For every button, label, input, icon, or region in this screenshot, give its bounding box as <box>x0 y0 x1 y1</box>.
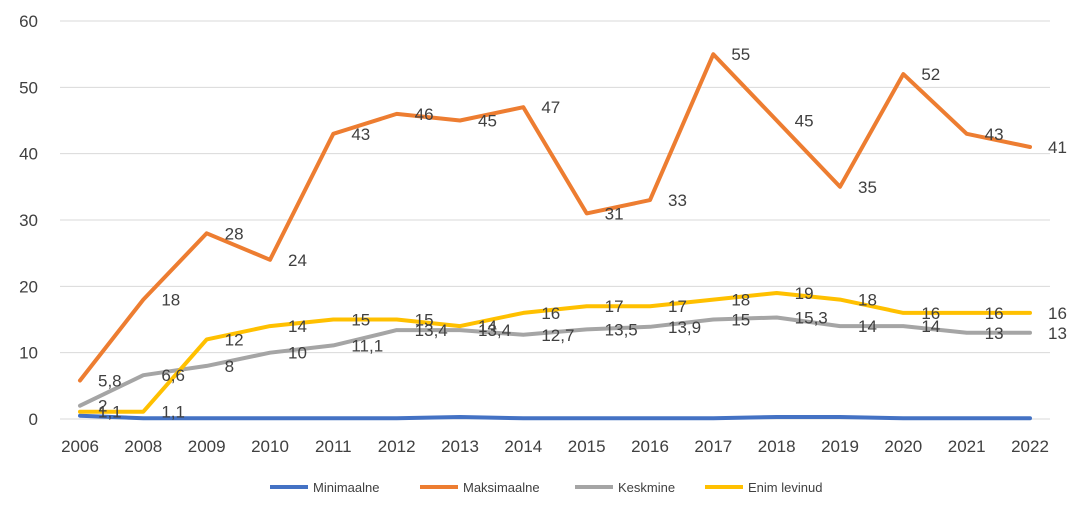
data-label: 15,3 <box>795 309 828 328</box>
data-label: 17 <box>668 297 687 316</box>
data-label: 16 <box>985 304 1004 323</box>
data-label: 14 <box>288 317 307 336</box>
data-label: 6,6 <box>161 366 185 385</box>
data-label: 13,4 <box>415 321 448 340</box>
x-tick-label: 2021 <box>948 437 986 456</box>
x-tick-label: 2012 <box>378 437 416 456</box>
legend-label: Enim levinud <box>748 480 822 495</box>
series-line-enim-levinud <box>78 291 1032 414</box>
data-label: 16 <box>921 304 940 323</box>
data-label: 15 <box>351 311 370 330</box>
data-label: 14 <box>921 317 940 336</box>
x-tick-label: 2006 <box>61 437 99 456</box>
data-labels: 5,8 18 28 24 43 46 45 47 31 33 55 45 35 52 43 41 2 6,6 8 10… <box>98 45 1067 422</box>
y-tick-label: 30 <box>19 211 38 230</box>
data-label: 18 <box>858 291 877 310</box>
data-label: 2 <box>98 397 107 416</box>
gridlines <box>60 20 1050 420</box>
data-label: 55 <box>731 45 750 64</box>
x-tick-label: 2014 <box>504 437 542 456</box>
data-label: 52 <box>921 65 940 84</box>
data-label: 16 <box>1048 304 1067 323</box>
data-label: 12,7 <box>541 326 574 345</box>
data-label: 43 <box>985 125 1004 144</box>
x-tick-label: 2020 <box>884 437 922 456</box>
data-label: 15 <box>731 311 750 330</box>
x-tick-label: 2016 <box>631 437 669 456</box>
data-label: 14 <box>478 317 497 336</box>
data-label: 12 <box>225 330 244 349</box>
data-label: 43 <box>351 125 370 144</box>
data-label: 13,9 <box>668 318 701 337</box>
data-label: 45 <box>795 112 814 131</box>
x-tick-label: 2019 <box>821 437 859 456</box>
legend-label: Keskmine <box>618 480 675 495</box>
data-label: 46 <box>415 105 434 124</box>
data-label: 41 <box>1048 138 1067 157</box>
data-label: 15 <box>415 311 434 330</box>
data-label: 13,4 <box>478 321 511 340</box>
series-line-keskmine <box>78 315 1032 408</box>
legend-label: Minimaalne <box>313 480 379 495</box>
data-label: 8 <box>225 357 234 376</box>
x-tick-label: 2022 <box>1011 437 1049 456</box>
x-tick-label: 2008 <box>124 437 162 456</box>
y-tick-label: 60 <box>19 12 38 31</box>
data-label: 18 <box>731 291 750 310</box>
y-tick-label: 20 <box>19 277 38 296</box>
x-axis-ticks: 2006 2008 2009 2010 2011 2012 2013 2014 2015 2016… <box>61 437 1049 456</box>
data-label: 24 <box>288 251 307 270</box>
data-label: 47 <box>541 98 560 117</box>
x-tick-label: 2013 <box>441 437 479 456</box>
data-label: 11,1 <box>351 336 383 355</box>
x-tick-label: 2018 <box>758 437 796 456</box>
data-label: 13 <box>985 324 1004 343</box>
x-tick-label: 2011 <box>315 437 352 456</box>
x-tick-label: 2015 <box>568 437 606 456</box>
data-label: 18 <box>161 291 180 310</box>
data-label: 17 <box>605 297 624 316</box>
data-label: 10 <box>288 344 307 363</box>
data-label: 1,1 <box>161 403 185 422</box>
series-lines <box>78 52 1032 421</box>
x-tick-label: 2010 <box>251 437 289 456</box>
y-tick-label: 50 <box>19 78 38 97</box>
data-label: 28 <box>225 224 244 243</box>
data-label: 45 <box>478 112 497 131</box>
legend: Minimaalne Maksimaalne Keskmine Enim levinu… <box>270 480 822 495</box>
legend-label: Maksimaalne <box>463 480 540 495</box>
y-axis-ticks: 0 10 20 30 40 50 60 <box>19 12 38 429</box>
data-label: 31 <box>605 204 624 223</box>
data-label: 13 <box>1048 324 1067 343</box>
y-tick-label: 0 <box>29 410 38 429</box>
y-tick-label: 40 <box>19 145 38 164</box>
data-label: 16 <box>541 304 560 323</box>
data-label: 14 <box>858 317 877 336</box>
data-label: 5,8 <box>98 372 122 391</box>
data-label: 1,1 <box>98 403 122 422</box>
series-line-minimaalne <box>78 413 1032 421</box>
series-line-maksimaalne <box>78 52 1032 383</box>
x-tick-label: 2017 <box>694 437 732 456</box>
data-label: 13,5 <box>605 320 638 339</box>
data-label: 19 <box>795 284 814 303</box>
x-tick-label: 2009 <box>188 437 226 456</box>
data-label: 33 <box>668 191 687 210</box>
data-label: 35 <box>858 178 877 197</box>
y-tick-label: 10 <box>19 344 38 363</box>
